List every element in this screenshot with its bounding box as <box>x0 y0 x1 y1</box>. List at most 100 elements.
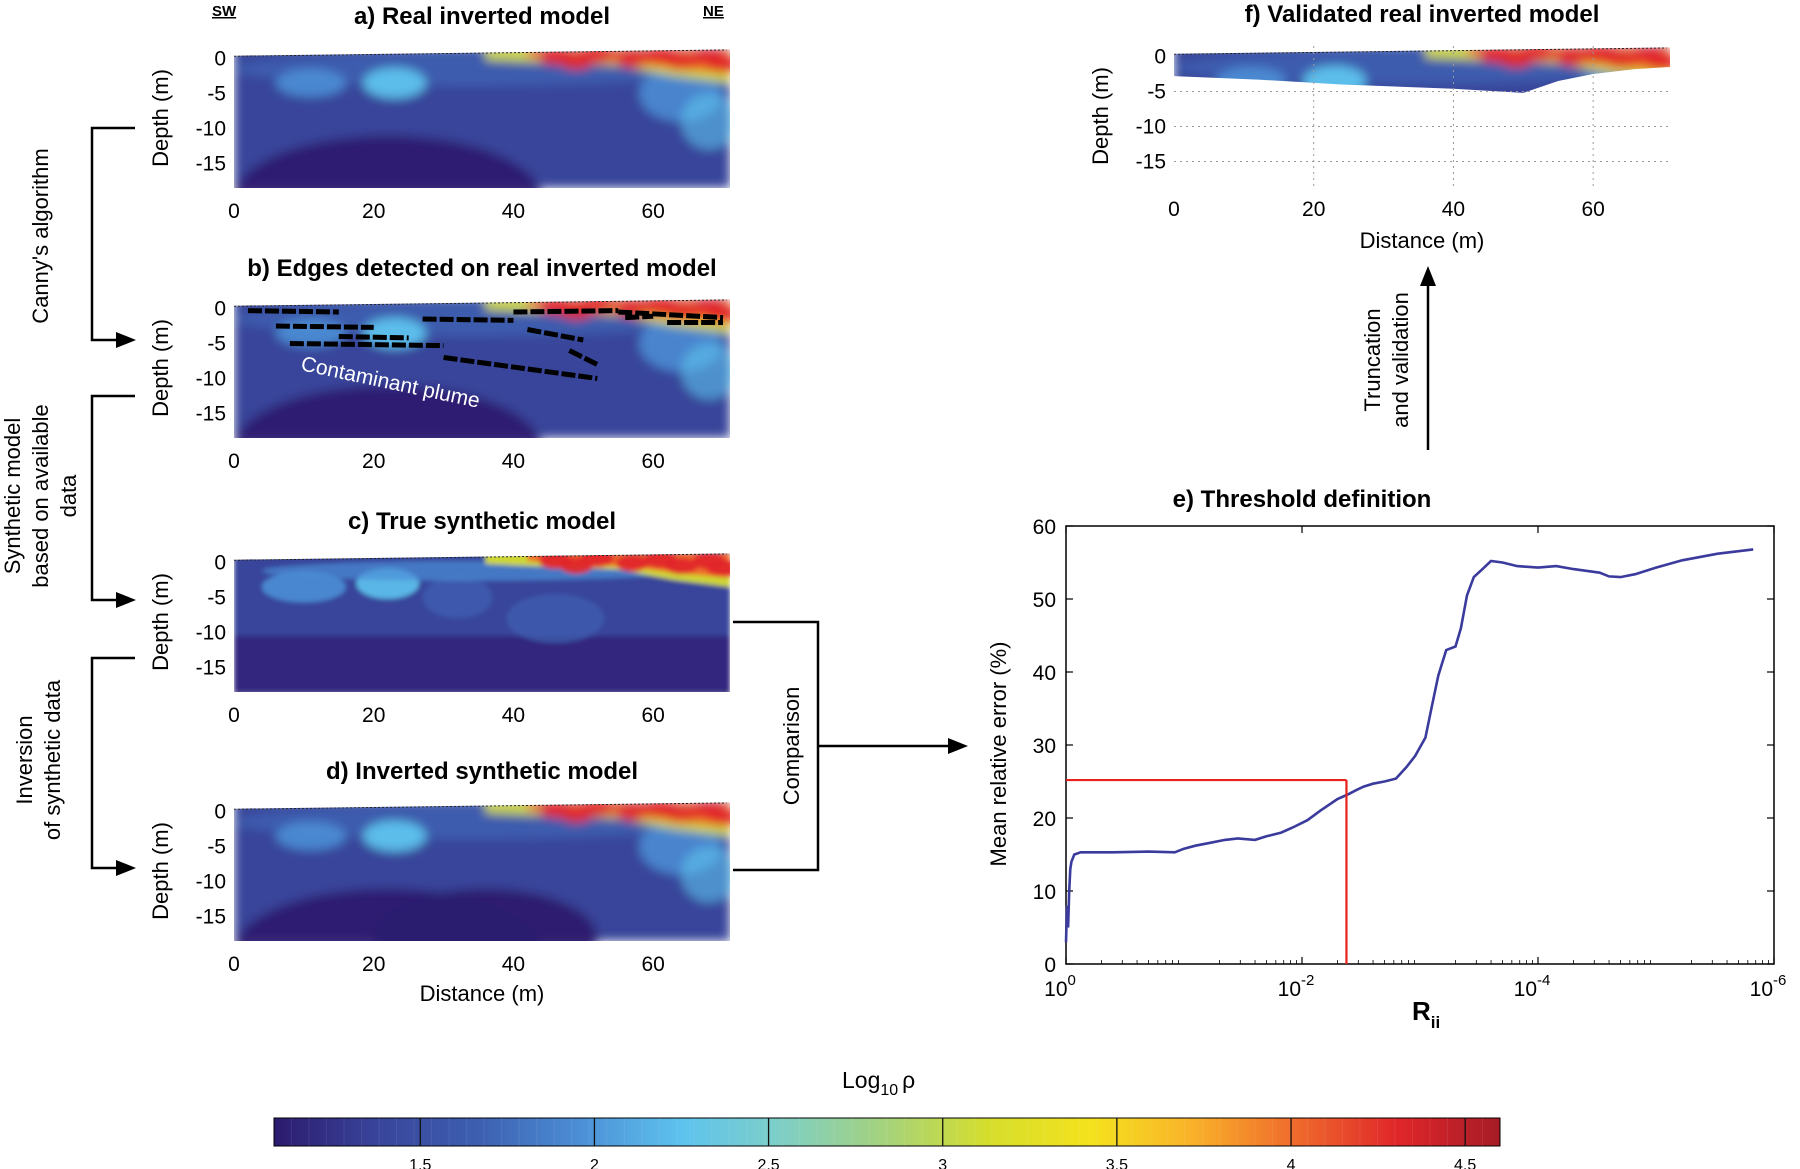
inversion-arrowhead <box>116 860 136 876</box>
synthetic-label-2: based on available <box>28 404 53 587</box>
threshold-ytick-label: 30 <box>1033 735 1056 758</box>
flow-arrowheads <box>116 266 1436 876</box>
panel-b-xtick: 40 <box>502 450 525 473</box>
panel-d-ytick: -15 <box>196 906 226 929</box>
panel-b-air <box>234 298 730 306</box>
threshold-xtick-base: 10 <box>1044 978 1067 1001</box>
panel-c-ytick: -10 <box>196 622 226 645</box>
panel-d-ylabel: Depth (m) <box>148 822 173 920</box>
edge-line <box>289 341 444 349</box>
threshold-ytick-label: 50 <box>1033 589 1056 612</box>
panel-b-ne-anomaly <box>681 343 730 400</box>
threshold-xlabel-main: R <box>1412 996 1431 1026</box>
panel-a-red-patch <box>706 55 730 73</box>
panel-b-ytick: -10 <box>196 368 226 391</box>
panel-d-ytick: 0 <box>214 801 226 824</box>
colorbar-label-main: Log <box>842 1067 880 1093</box>
edge-line <box>247 308 339 315</box>
threshold-xtick-label: 10-2 <box>1278 972 1315 1001</box>
panel-a-ytick: -5 <box>207 83 226 106</box>
panel-f-red-patch <box>1604 51 1638 69</box>
panel-a-ytick: -10 <box>196 118 226 141</box>
threshold-curve <box>1064 548 1754 943</box>
panel-f-red-patch <box>1499 50 1534 68</box>
edge-line <box>625 313 654 321</box>
panel-f-red-patch <box>1555 48 1589 66</box>
colorbar-tick-label: 3.5 <box>1106 1157 1128 1169</box>
threshold-xtick-exp: -2 <box>1301 972 1314 989</box>
panel-b-ylabel: Depth (m) <box>148 319 173 417</box>
panel-a-ytick: 0 <box>214 48 226 71</box>
comparison-bracket <box>733 620 820 872</box>
panel-c-xtick: 0 <box>228 704 240 727</box>
colorbar-tick-label: 4.5 <box>1454 1157 1476 1169</box>
panel-d-xtick: 20 <box>362 953 385 976</box>
panel-c-anomaly <box>422 576 493 619</box>
panel-a-xtick: 40 <box>502 200 525 223</box>
edge-line <box>275 323 374 330</box>
panel-a-anomaly <box>275 69 346 97</box>
panel-c-xtick: 40 <box>502 704 525 727</box>
panel-d-air <box>234 801 730 809</box>
panel-a-ytick: -15 <box>196 153 226 176</box>
panel-b-xtick: 0 <box>228 450 240 473</box>
edge-line <box>513 308 619 315</box>
panel-d-red-patch <box>559 805 594 823</box>
canny-label: Canny's algorithm <box>28 148 53 323</box>
colorbar-tick-label: 1.5 <box>409 1157 431 1169</box>
truncation-arrowhead <box>1420 266 1436 286</box>
panel-b-deep-low <box>236 385 540 438</box>
edge-line <box>443 355 598 381</box>
canny-arrowhead <box>116 332 136 348</box>
colorbar-tick-label: 2 <box>590 1157 599 1169</box>
panel-f-xlabel: Distance (m) <box>1360 228 1485 253</box>
panel-b-ytick: -15 <box>196 403 226 426</box>
panel-b-title: b) Edges detected on real inverted model <box>247 255 716 282</box>
panel-a-red-patch <box>615 50 649 68</box>
threshold-xlabel-sub: ii <box>1431 1013 1440 1032</box>
panel-f-air <box>1174 46 1670 54</box>
panel-a-xtick: 60 <box>641 200 664 223</box>
panel-c-red-patch <box>559 556 594 574</box>
panel-c-title: c) True synthetic model <box>348 508 616 535</box>
panel-a-xtick: 0 <box>228 200 240 223</box>
colorbar-label-sub: 10 <box>880 1082 898 1099</box>
panel-c-air <box>234 552 730 560</box>
panel-c-ytick: -5 <box>207 587 226 610</box>
comparison-arrowhead <box>948 738 968 754</box>
panel-c-red-patch <box>615 554 649 572</box>
inversion-bracket <box>90 656 135 870</box>
panel-f-title: f) Validated real inverted model <box>1245 1 1600 28</box>
panel-d-ytick: -10 <box>196 871 226 894</box>
panel-b-xtick: 20 <box>362 450 385 473</box>
panel-d-xtick: 60 <box>641 953 664 976</box>
colorbar: 1.5 2 2.5 3 3.5 4 4.5 <box>273 1117 1501 1169</box>
threshold-xtick-exp: 0 <box>1068 972 1076 989</box>
panel-f-xtick: 40 <box>1442 198 1465 221</box>
inversion-label-2: of synthetic data <box>40 679 65 840</box>
panel-c-ylabel: Depth (m) <box>148 573 173 671</box>
threshold-xtick-base: 10 <box>1514 978 1537 1001</box>
panel-b-section: 0 -5 -10 -15 0 20 40 60 <box>196 298 730 473</box>
panel-f-ytick: -10 <box>1136 116 1166 139</box>
threshold-xlabel: Rii <box>1412 996 1440 1032</box>
synthetic-arrowhead <box>116 592 136 608</box>
panel-f-xtick: 0 <box>1168 198 1180 221</box>
panel-a-red-patch <box>664 53 698 71</box>
panel-f-ytick: -5 <box>1147 81 1166 104</box>
inversion-label-1: Inversion <box>12 715 37 804</box>
panel-c-section: 0 -5 -10 -15 0 20 40 60 <box>196 552 730 727</box>
panel-d-anomaly <box>363 820 427 852</box>
panel-a-deep-low <box>236 135 540 188</box>
panel-c-ytick: -15 <box>196 657 226 680</box>
canny-bracket <box>90 126 135 342</box>
panel-f-section: 0 -5 -10 -15 0 20 40 60 <box>1136 46 1670 221</box>
threshold-ytick-label: 10 <box>1033 881 1056 904</box>
colorbar-label: Log10 ρ <box>842 1067 915 1099</box>
threshold-xtick-base: 10 <box>1750 978 1773 1001</box>
panel-b-ytick: 0 <box>214 298 226 321</box>
comparison-label: Comparison <box>779 687 804 806</box>
panel-a-xtick: 20 <box>362 200 385 223</box>
